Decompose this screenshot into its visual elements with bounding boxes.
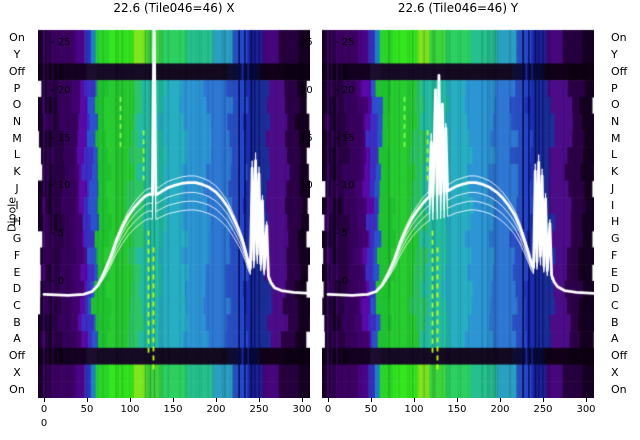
x-tickmark-panel0-100 [130,398,131,402]
row-label-right-8-k: K [611,165,619,179]
row-label-left-16-c: C [13,299,21,312]
row-label-left-8-k: K [13,165,21,179]
row-label-right-14-e: E [611,265,618,279]
row-label-right-6-m: M [611,131,621,145]
inner-ytick-panel0-10: - 10 [51,180,71,192]
inner-ytick-panel1-0: - 0 [335,276,349,287]
row-label-left-21-on: On [9,382,25,396]
row-label-left-14-e: E [13,265,21,279]
row-label-right-9-j: J [611,181,615,195]
heatmap-panel-x [38,0,310,398]
x-tickmark-panel0-50 [87,398,88,402]
x-tickmark-panel0-250 [259,398,260,402]
x-ticklabel-panel0-100: 100 [120,404,140,415]
heatmap-panel-y [322,0,594,398]
x-tickmark-panel1-0 [328,398,329,402]
row-label-right-21-on: On [611,382,627,396]
row-label-right-19-off: Off [611,349,628,363]
x-ticklabel-panel0-250: 250 [249,404,269,415]
gap-ytick-15: 15 [300,132,313,144]
row-label-left-18-a: A [13,332,21,346]
row-label-left-0-on: On [9,31,25,45]
row-label-left-15-d: D [12,282,22,296]
row-label-left-7-l: L [13,148,21,162]
gap-ytick-25: 25 [300,37,313,48]
row-label-right-10-i: I [611,198,615,212]
x-tickmark-panel0-200 [216,398,217,402]
bottom-left-x-tick: 0 [40,418,48,429]
x-tickmark-panel1-50 [371,398,372,402]
gap-ytick-0: 0 [300,276,307,287]
row-label-left-2-off: Off [8,64,26,78]
x-tickmark-panel1-200 [500,398,501,402]
row-label-right-12-g: G [611,232,620,246]
row-label-right-13-f: F [611,248,618,262]
row-label-left-17-b: B [13,315,21,329]
gap-ytick-5: 5 [300,228,307,240]
inner-ytick-panel1-15: - 15 [335,132,355,144]
row-label-right-0-on: On [611,31,627,45]
row-label-right-7-l: L [611,148,618,162]
x-ticklabel-panel1-200: 200 [490,404,510,415]
row-label-right-2-off: Off [611,64,628,78]
x-tickmark-panel1-250 [543,398,544,402]
row-label-left-12-g: G [12,232,22,246]
x-tickmark-panel0-150 [173,398,174,402]
row-label-right-18-a: A [611,332,619,346]
x-ticklabel-panel1-0: 0 [324,404,332,415]
x-ticklabel-panel0-0: 0 [40,404,48,415]
x-tickmark-panel1-300 [586,398,587,402]
gap-ytick-10: 10 [300,180,313,192]
row-label-left-1-y: Y [13,48,21,62]
row-label-right-15-d: D [611,282,620,296]
x-ticklabel-panel0-300: 300 [292,404,312,415]
row-label-right-16-c: C [611,299,619,312]
x-ticklabel-panel1-150: 150 [447,404,467,415]
row-label-right-1-y: Y [611,48,618,62]
inner-ytick-panel0-20: - 20 [51,84,71,96]
inner-ytick-panel0-15: - 15 [51,132,71,144]
x-ticklabel-panel0-200: 200 [206,404,226,415]
inner-ytick-panel1-20: - 20 [335,84,355,96]
x-ticklabel-panel1-300: 300 [576,404,596,415]
row-label-left-10-i: I [15,198,19,212]
row-label-left-6-m: M [12,131,22,145]
row-label-right-20-x: X [611,365,619,379]
row-label-left-3-p: P [13,81,21,95]
row-label-left-19-off: Off [8,349,26,363]
x-ticklabel-panel0-50: 50 [80,404,94,415]
x-ticklabel-panel1-250: 250 [533,404,553,415]
x-tickmark-panel0-300 [302,398,303,402]
row-label-left-9-j: J [15,181,19,195]
row-label-left-13-f: F [13,248,21,262]
x-tickmark-panel0-0 [44,398,45,402]
inner-ytick-panel0-25: - 25 [51,37,71,48]
inner-ytick-panel1-10: - 10 [335,180,355,192]
x-tickmark-panel1-150 [457,398,458,402]
row-label-left-4-o: O [12,98,22,112]
inner-ytick-panel1-5: - 5 [335,228,349,240]
x-ticklabel-panel0-150: 150 [163,404,183,415]
row-label-right-4-o: O [611,98,620,112]
row-label-right-17-b: B [611,315,619,329]
row-label-left-20-x: X [13,365,21,379]
inner-ytick-panel0-5: - 5 [51,228,65,240]
x-ticklabel-panel1-100: 100 [404,404,424,415]
row-label-right-5-n: N [611,115,620,128]
inner-ytick-panel1-25: - 25 [335,37,355,48]
x-tickmark-panel1-100 [414,398,415,402]
row-label-right-11-h: H [611,215,620,229]
x-ticklabel-panel1-50: 50 [364,404,378,415]
gap-ytick-20: 20 [300,84,313,96]
inner-ytick-panel0-0: - 0 [51,276,65,287]
row-label-left-11-h: H [12,215,22,229]
row-label-left-5-n: N [12,115,22,128]
row-label-right-3-p: P [611,81,618,95]
